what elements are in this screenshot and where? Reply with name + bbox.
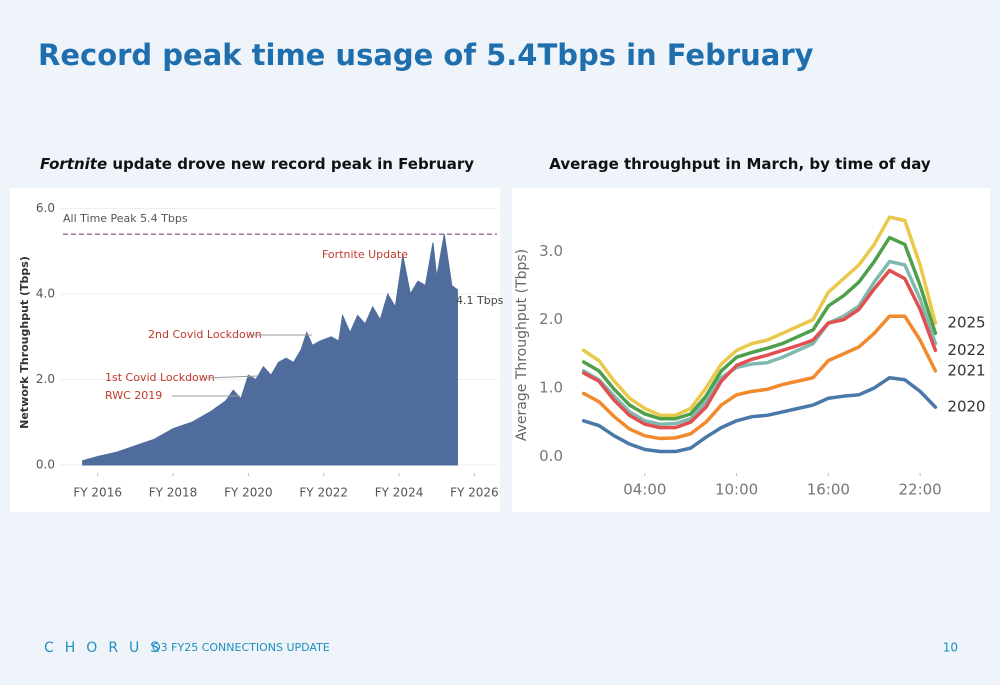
chart-title: Average throughput in March, by time of … <box>549 155 931 173</box>
annotation: 1st Covid Lockdown <box>105 371 215 384</box>
annotation: RWC 2019 <box>105 389 162 402</box>
line <box>581 235 938 421</box>
panel <box>512 188 990 512</box>
annotation: All Time Peak 5.4 Tbps <box>63 212 188 225</box>
y-axis-label: Network Throughput (Tbps) <box>18 256 31 429</box>
leader <box>204 375 259 379</box>
line <box>581 215 938 418</box>
series-label: 2025 <box>947 314 985 332</box>
line <box>581 314 938 441</box>
x-tick-label: 10:00 <box>715 481 758 499</box>
annotation: 2nd Covid Lockdown <box>148 328 262 341</box>
y-tick-label: 2.0 <box>539 310 563 328</box>
y-tick-label: 4.0 <box>36 287 55 301</box>
y-tick-label: 0.0 <box>36 458 55 472</box>
y-tick-label: 6.0 <box>36 201 55 215</box>
series-label: 2021 <box>947 361 985 379</box>
series-label: 2020 <box>947 398 985 416</box>
title-part: Fortnite <box>40 155 107 173</box>
y-tick-label: 3.0 <box>539 242 563 260</box>
area <box>82 234 458 466</box>
line <box>581 268 938 430</box>
y-axis-label: Average Throughput (Tbps) <box>514 249 530 441</box>
x-tick-label: FY 2018 <box>149 486 198 500</box>
slide-title: Record peak time usage of 5.4Tbps in Feb… <box>38 38 814 72</box>
y-tick-label: 2.0 <box>36 372 55 386</box>
x-tick-label: FY 2024 <box>375 486 424 500</box>
series-label: 2022 <box>947 341 985 359</box>
title-part: Average throughput in March, by time of … <box>549 155 931 173</box>
annotation: 4.1 Tbps <box>456 294 504 307</box>
x-tick-label: FY 2020 <box>224 486 273 500</box>
page-number: 10 <box>943 641 958 655</box>
footer-text: Q3 FY25 CONNECTIONS UPDATE <box>152 641 330 654</box>
x-tick-label: 16:00 <box>807 481 850 499</box>
chart-title: Fortnite update drove new record peak in… <box>40 155 474 173</box>
x-tick-label: FY 2022 <box>299 486 348 500</box>
y-tick-label: 0.0 <box>539 447 563 465</box>
annotation: Fortnite Update <box>322 248 408 261</box>
y-tick-label: 1.0 <box>539 378 563 396</box>
x-tick-label: 22:00 <box>899 481 942 499</box>
x-tick-label: FY 2026 <box>450 486 499 500</box>
x-tick-label: 04:00 <box>623 481 666 499</box>
line <box>581 375 938 454</box>
title-part: update drove new record peak in February <box>107 155 474 173</box>
logo: CHORUS <box>44 640 170 656</box>
line <box>581 259 938 426</box>
x-tick-label: FY 2016 <box>73 486 122 500</box>
